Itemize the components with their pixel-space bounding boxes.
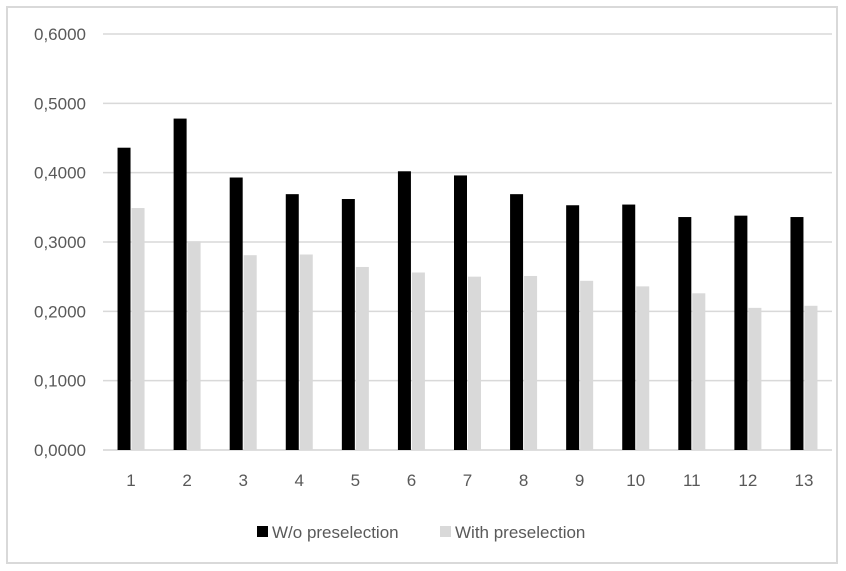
bar-series-0-cat-3 — [229, 177, 243, 450]
y-tick-label: 0,2000 — [34, 302, 86, 321]
bar-series-0-cat-13 — [790, 217, 804, 450]
x-tick-label: 1 — [126, 471, 135, 490]
bar-series-1-cat-3 — [243, 255, 257, 450]
bar-series-0-cat-9 — [566, 205, 580, 450]
bar-series-0-cat-6 — [397, 171, 411, 450]
y-axis-tick-labels: 0,0000 0,1000 0,2000 0,3000 0,4000 0,5000 0,60… — [34, 25, 86, 460]
bar-series-1-cat-10 — [636, 286, 650, 450]
x-tick-label: 9 — [575, 471, 584, 490]
bar-series-1-cat-11 — [692, 293, 706, 450]
x-tick-label: 8 — [519, 471, 528, 490]
y-tick-label: 0,1000 — [34, 372, 86, 391]
legend: W/o preselection With preselection — [257, 523, 585, 542]
bar-series-1-cat-9 — [580, 280, 594, 450]
x-axis-tick-labels: 1 2 3 4 5 6 7 8 9 10 11 12 13 — [126, 471, 813, 490]
bar-series-0-cat-4 — [285, 194, 299, 450]
bar-series-1-cat-5 — [355, 266, 369, 450]
bar-series-1-cat-12 — [748, 307, 762, 450]
x-tick-label: 12 — [738, 471, 757, 490]
bar-series-0-cat-11 — [678, 217, 692, 450]
bar-series-1-cat-7 — [468, 276, 481, 450]
x-tick-label: 3 — [238, 471, 247, 490]
bar-series-1-cat-1 — [131, 208, 145, 450]
x-tick-label: 13 — [795, 471, 814, 490]
x-tick-label: 7 — [463, 471, 472, 490]
bar-series-0-cat-2 — [173, 118, 187, 450]
y-tick-label: 0,6000 — [34, 25, 86, 44]
grid-lines — [103, 33, 832, 451]
x-tick-label: 4 — [295, 471, 304, 490]
x-tick-label: 5 — [351, 471, 360, 490]
bar-series-0-cat-10 — [622, 204, 636, 450]
bar-series-0-cat-5 — [341, 199, 355, 450]
bars — [117, 118, 818, 450]
y-tick-label: 0,3000 — [34, 233, 86, 252]
x-tick-label: 11 — [683, 471, 701, 490]
legend-label: With preselection — [455, 523, 585, 542]
bar-series-1-cat-2 — [187, 241, 201, 450]
y-tick-label: 0,0000 — [34, 441, 86, 460]
bar-series-1-cat-13 — [804, 305, 818, 450]
y-tick-label: 0,4000 — [34, 164, 86, 183]
legend-label: W/o preselection — [272, 523, 399, 542]
bar-series-1-cat-6 — [411, 272, 425, 450]
bar-series-0-cat-8 — [510, 194, 524, 450]
y-tick-label: 0,5000 — [34, 94, 86, 113]
legend-swatch — [440, 526, 451, 537]
bar-series-0-cat-7 — [454, 175, 467, 450]
bar-series-1-cat-8 — [524, 275, 538, 450]
x-tick-label: 10 — [626, 471, 645, 490]
x-tick-label: 6 — [407, 471, 416, 490]
bar-series-0-cat-12 — [734, 215, 748, 450]
bar-series-1-cat-4 — [299, 254, 313, 450]
bar-series-0-cat-1 — [117, 147, 131, 450]
legend-swatch — [257, 526, 268, 537]
x-tick-label: 2 — [182, 471, 191, 490]
